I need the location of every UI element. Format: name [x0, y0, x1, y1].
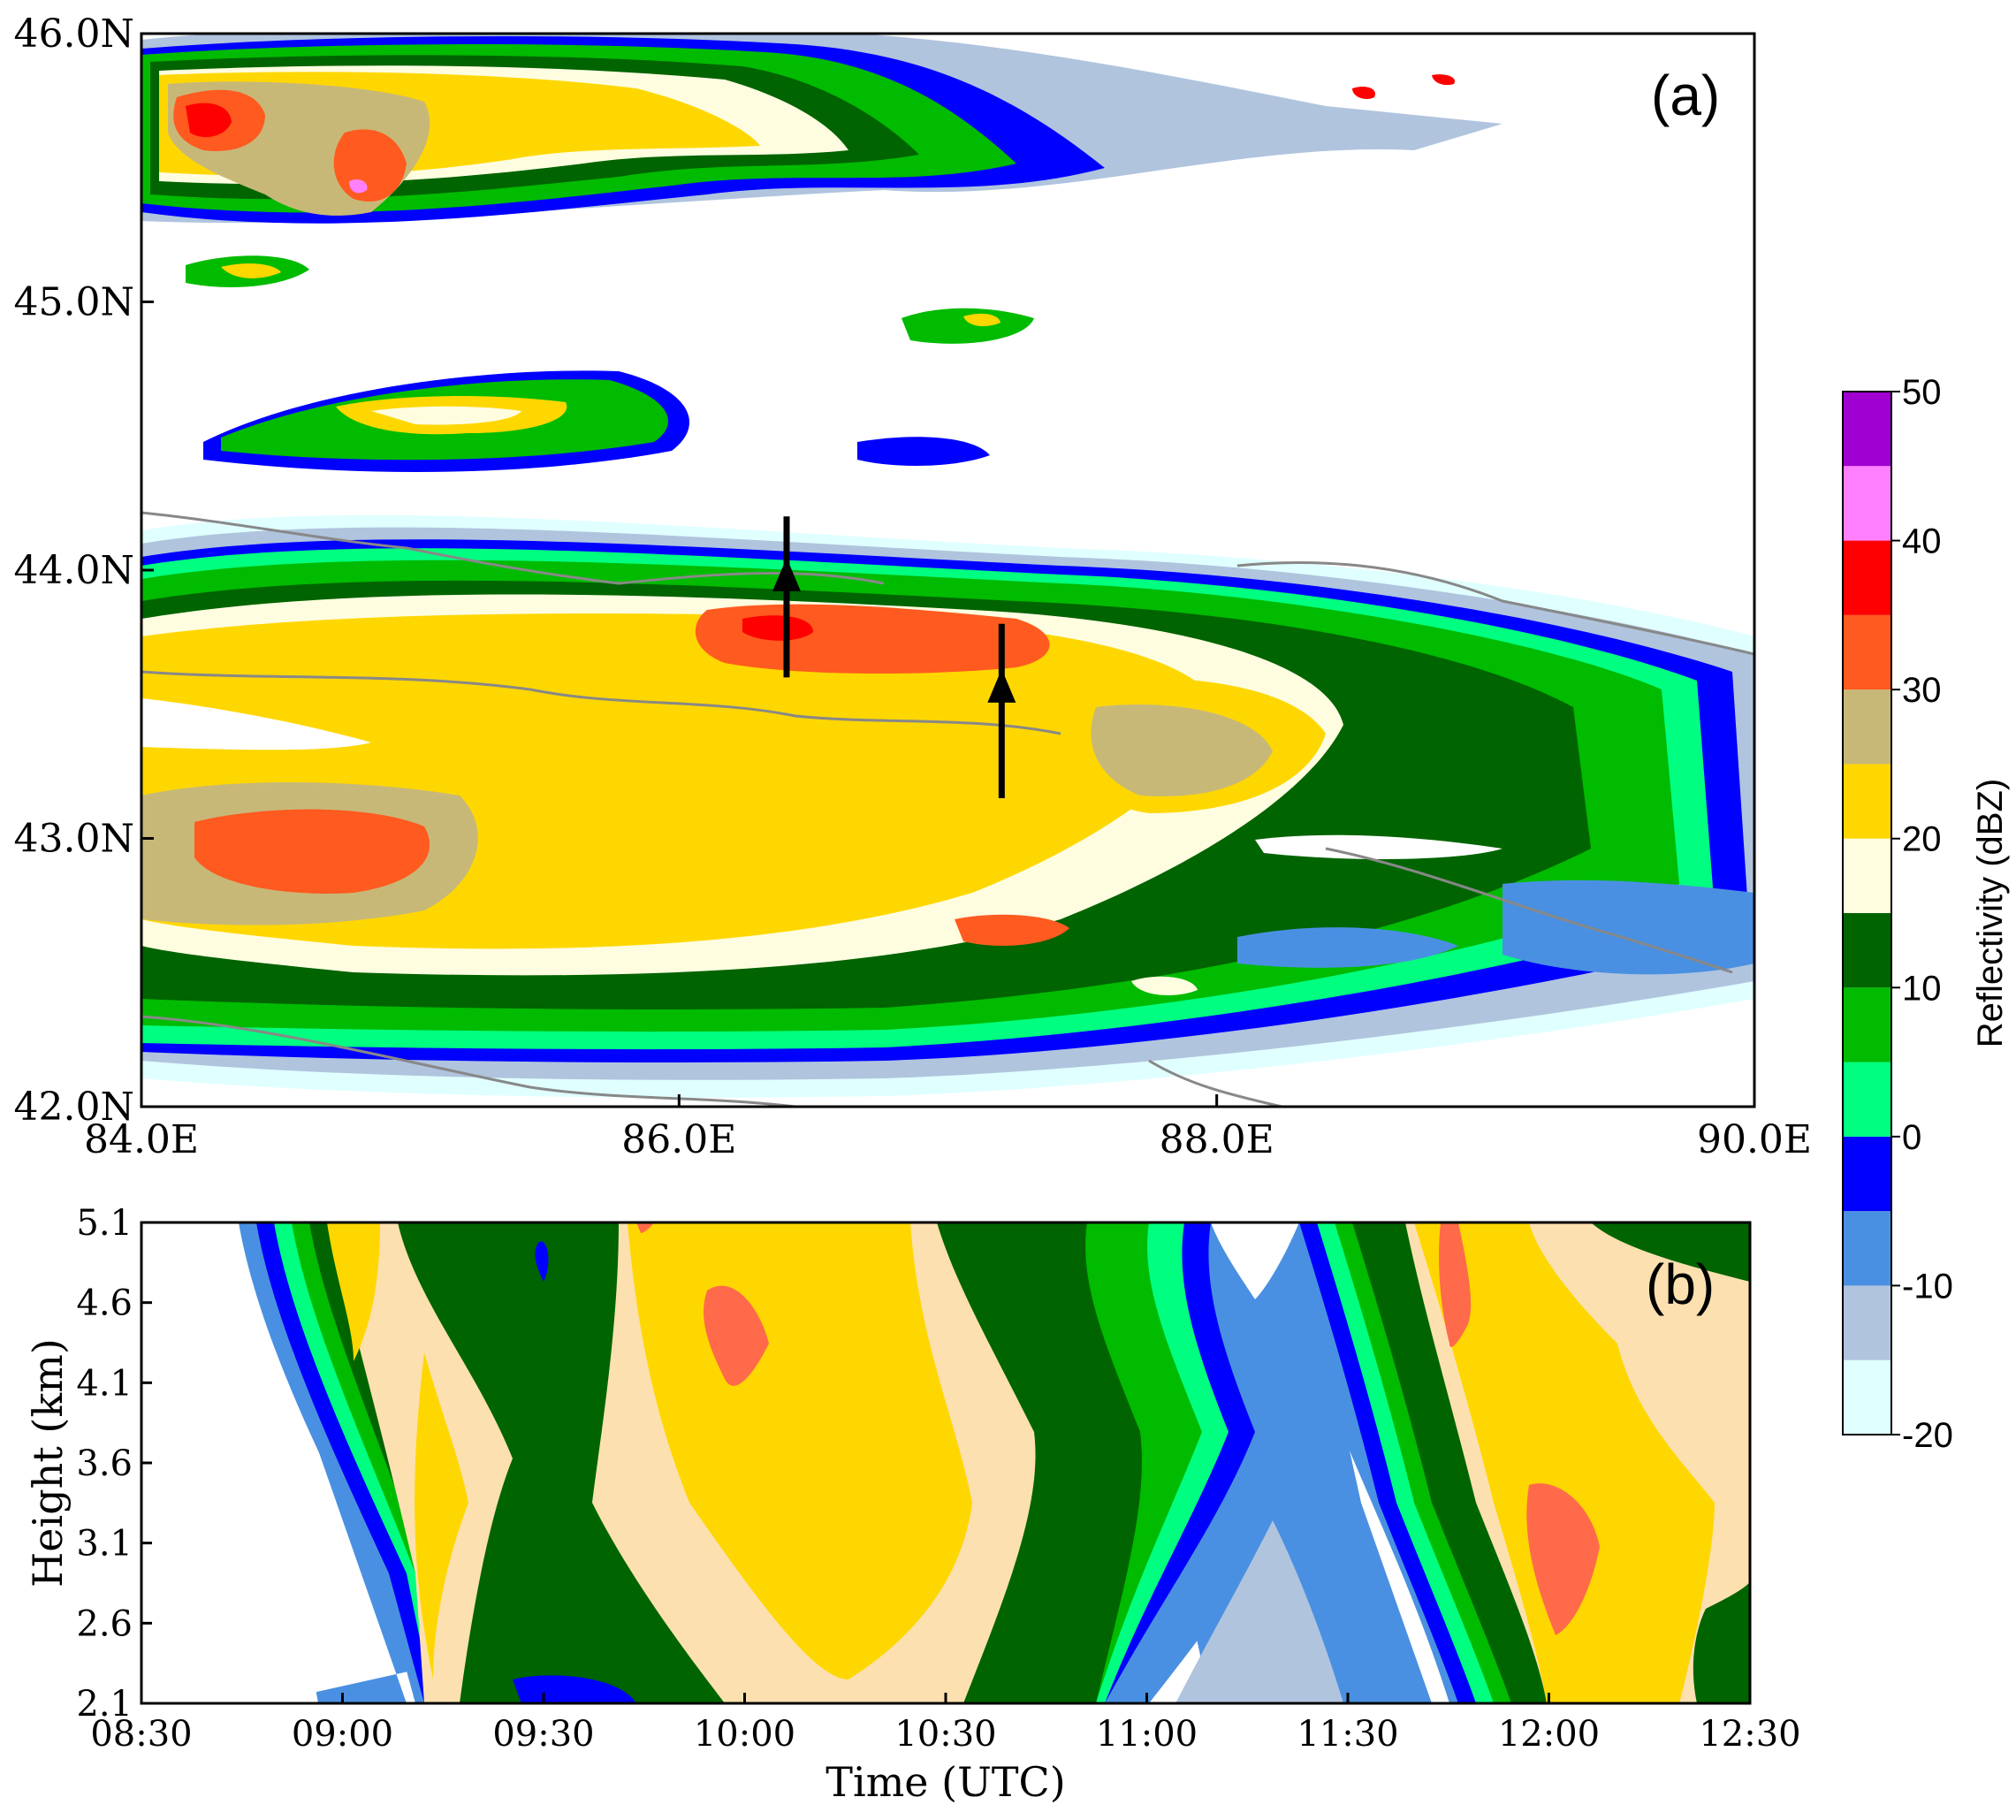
panel-b-x-tick-label: 12:00: [1498, 1714, 1600, 1755]
panel-b-x-tick-label: 10:30: [894, 1714, 996, 1755]
panel-b: (b) 08:30 09:00 09:30 10:00 10:30 11:00 11:30 1…: [24, 1203, 1801, 1806]
panel-a-x-tick-label: 86.0E: [621, 1117, 736, 1162]
colorbar-swatch: [1843, 1211, 1891, 1286]
panel-b-y-tick-label: 2.1: [76, 1684, 133, 1725]
colorbar-swatch: [1843, 1136, 1891, 1212]
colorbar-tick-label: 10: [1902, 969, 1942, 1008]
panel-b-y-tick-label: 3.1: [76, 1524, 133, 1565]
panel-a-x-ticks: 84.0E 86.0E 88.0E 90.0E: [84, 1094, 1812, 1162]
panel-a-y-tick-label: 44.0N: [14, 548, 134, 593]
panel-b-y-ticks: 2.1 2.6 3.1 3.6 4.1 4.6 5.1: [76, 1203, 152, 1725]
colorbar-swatch: [1843, 838, 1891, 913]
colorbar-tick-label: 40: [1902, 522, 1942, 561]
panel-a-x-tick-label: 84.0E: [84, 1117, 199, 1162]
panel-a: (a) 84.0E 86.0E 88.0E 90.0E 42.0N 43.0N 44.0N…: [14, 11, 1813, 1162]
colorbar-swatch: [1843, 614, 1891, 690]
colorbar-swatch: [1843, 764, 1891, 839]
panel-b-y-tick-label: 5.1: [76, 1203, 133, 1244]
panel-a-x-tick-label: 88.0E: [1160, 1117, 1274, 1162]
panel-b-y-tick-label: 3.6: [76, 1443, 133, 1484]
colorbar-swatch: [1843, 466, 1891, 541]
panel-a-arrows: [772, 516, 1016, 798]
colorbar-swatches: [1843, 392, 1891, 1435]
colorbar-ticks: -20 -10 0 10 20 30 40 50: [1891, 373, 1953, 1455]
panel-b-x-axis-title: Time (UTC): [825, 1758, 1065, 1806]
panel-b-y-tick-label: 4.6: [76, 1283, 133, 1324]
colorbar-tick-label: 0: [1902, 1118, 1921, 1157]
panel-b-x-ticks: 08:30 09:00 09:30 10:00 10:30 11:00 11:30 12:00…: [90, 1693, 1801, 1755]
panel-b-y-axis-title: Height (km): [24, 1338, 72, 1588]
panel-b-reflectivity-field: [141, 1222, 1750, 1703]
colorbar-swatch: [1843, 987, 1891, 1062]
panel-a-boundary-lines: [141, 511, 1754, 1107]
arrow-head: [772, 557, 801, 591]
panel-b-x-tick-label: 09:00: [292, 1714, 393, 1755]
panel-a-y-tick-label: 46.0N: [14, 11, 134, 57]
panel-b-y-tick-label: 2.6: [76, 1603, 133, 1644]
colorbar-title: Reflectivity (dBZ): [1971, 779, 2010, 1048]
panel-b-x-tick-label: 08:30: [90, 1714, 192, 1755]
colorbar-swatch: [1843, 1285, 1891, 1360]
panel-a-x-tick-label: 90.0E: [1697, 1117, 1812, 1162]
panel-a-reflectivity-field: [141, 34, 1754, 1098]
panel-b-x-tick-label: 12:30: [1699, 1714, 1800, 1755]
colorbar-tick-label: 30: [1902, 671, 1942, 710]
colorbar-tick-label: -20: [1902, 1416, 1953, 1455]
panel-b-x-tick-label: 10:00: [694, 1714, 795, 1755]
colorbar-tick-label: -10: [1902, 1267, 1953, 1306]
colorbar-frame: [1842, 391, 1892, 1435]
panel-b-y-tick-label: 4.1: [76, 1363, 133, 1404]
panel-a-y-tick-label: 43.0N: [14, 817, 134, 862]
colorbar-swatch: [1843, 1062, 1891, 1137]
panel-b-label: (b): [1646, 1253, 1715, 1316]
colorbar-swatch: [1843, 689, 1891, 765]
colorbar-tick-label: 20: [1902, 820, 1942, 859]
panel-a-y-tick-label: 42.0N: [14, 1085, 134, 1130]
panel-a-y-tick-label: 45.0N: [14, 280, 134, 325]
colorbar-swatch: [1843, 913, 1891, 988]
arrow-head: [987, 668, 1016, 703]
colorbar-swatch: [1843, 1359, 1891, 1435]
colorbar-swatch: [1843, 392, 1891, 467]
panel-b-x-tick-label: 11:30: [1297, 1714, 1398, 1755]
panel-a-y-ticks: 42.0N 43.0N 44.0N 45.0N 46.0N: [14, 11, 154, 1130]
panel-b-x-tick-label: 11:00: [1096, 1714, 1198, 1755]
colorbar: -20 -10 0 10 20 30 40 50 Reflectivity (dBZ): [1842, 373, 2010, 1455]
colorbar-swatch: [1843, 540, 1891, 615]
panel-a-label: (a): [1651, 64, 1720, 127]
colorbar-tick-label: 50: [1902, 373, 1942, 412]
panel-b-x-tick-label: 09:30: [492, 1714, 594, 1755]
